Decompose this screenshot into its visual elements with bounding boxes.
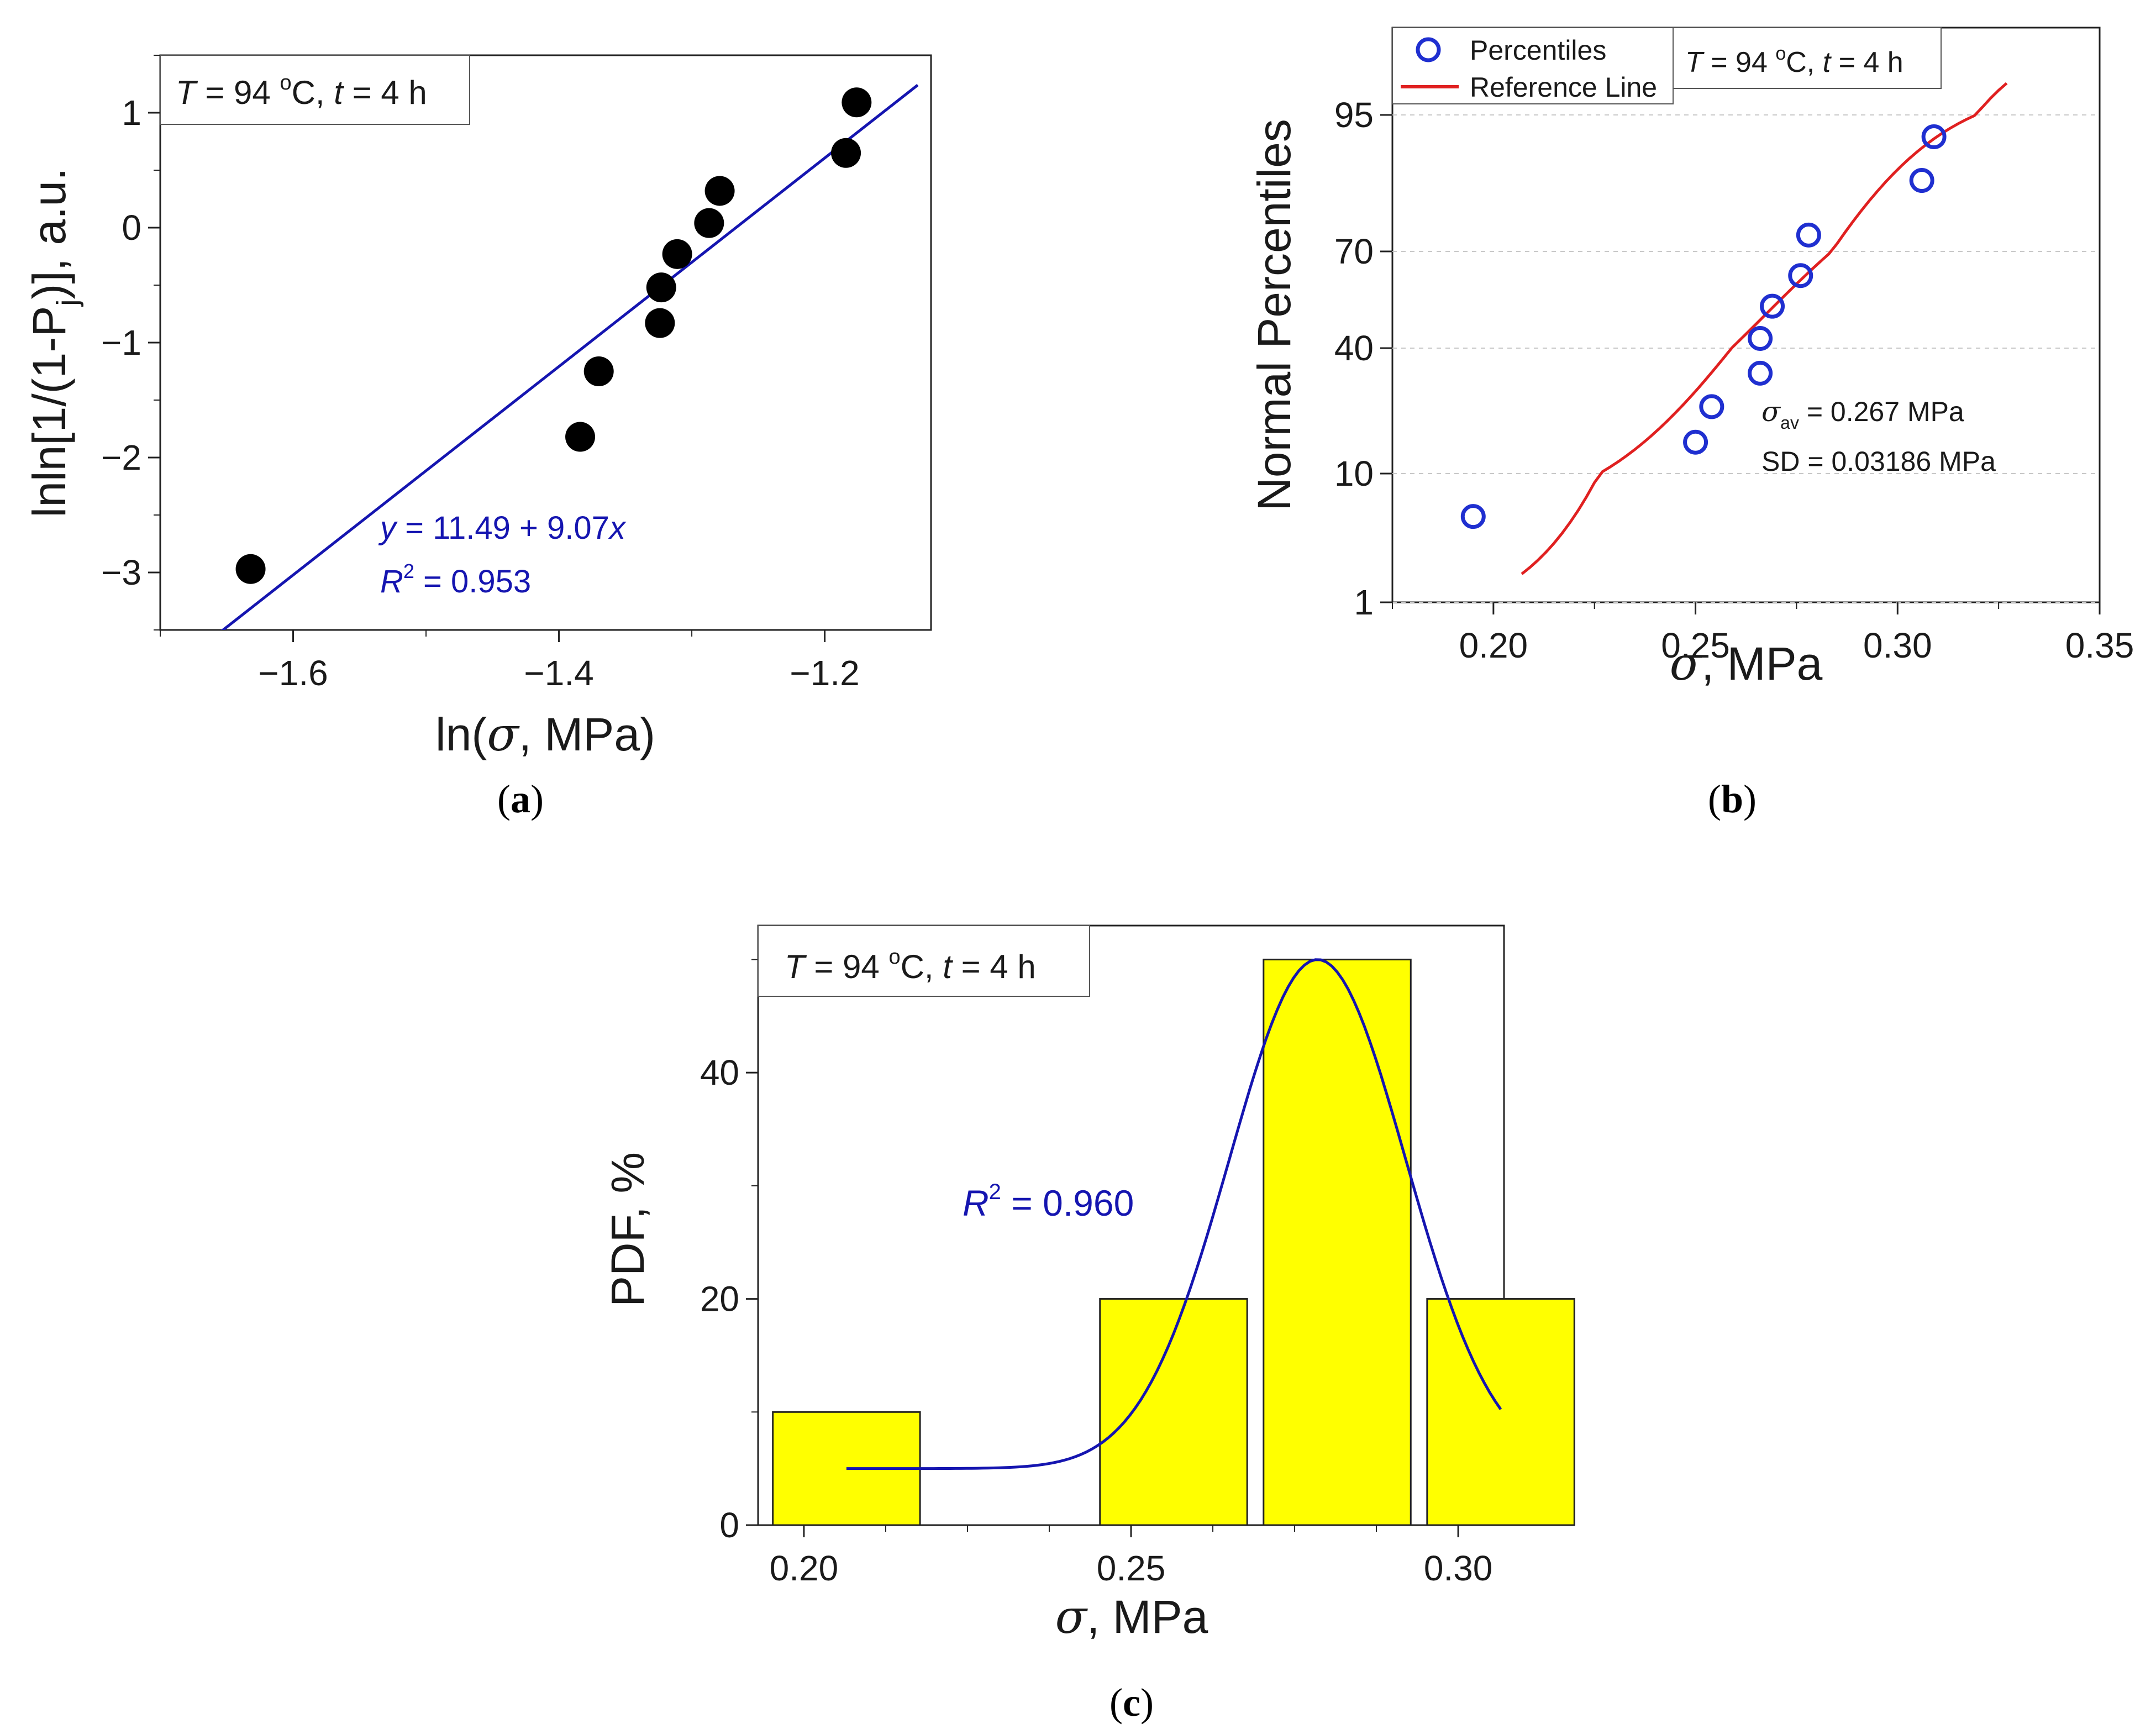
histogram-bar: [1426, 1298, 1575, 1526]
panel-c-annotation: T = 94 oC, t = 4 h: [785, 945, 1036, 985]
panel-c-annotation-box: [758, 925, 1090, 997]
x-tick-label: 0.30: [1424, 1548, 1493, 1588]
fit-line: [220, 83, 919, 630]
panel-a-ticks: −1.6 −1.4 −1.2 −3 −2 −1 0 1: [101, 55, 860, 693]
panel-b-gridlines: [1392, 114, 2100, 603]
percentile-point: [1796, 222, 1821, 248]
y-tick-label: 1: [122, 93, 141, 133]
y-tick-label: −3: [101, 553, 141, 592]
fit-curve: [846, 958, 1502, 1470]
y-tick-label: −1: [101, 323, 141, 362]
y-tick-label: 70: [1334, 232, 1374, 271]
x-tick-label: 0.25: [1661, 626, 1730, 665]
panel-a-y-axis-title: lnln[1/(1-Pj)], a.u.: [23, 168, 84, 518]
x-tick-label: −1.4: [524, 653, 593, 693]
data-point: [565, 422, 596, 452]
panel-c: 0.20 0.25 0.30 0 20 40 T = 94 oC, t = 4 h R2 …: [602, 924, 1575, 1725]
panel-b-mean-stat: σav = 0.267 MPa: [1761, 396, 1964, 433]
y-tick-label: 40: [1334, 328, 1374, 368]
y-tick-label: 40: [700, 1053, 739, 1092]
x-tick-label: 0.25: [1097, 1548, 1166, 1588]
x-tick-label: −1.2: [790, 653, 859, 693]
panel-a-label: (a): [497, 777, 544, 821]
panel-b-y-axis-title: Normal Percentiles: [1248, 119, 1300, 511]
panel-a-equation: y = 11.49 + 9.07x: [378, 510, 627, 546]
panel-b-annotation-box: [1673, 27, 1942, 89]
x-tick-label: −1.6: [258, 653, 328, 693]
percentile-point: [1788, 263, 1813, 288]
y-tick-label: 95: [1334, 95, 1374, 135]
data-point: [646, 272, 676, 303]
panel-c-label: (c): [1109, 1680, 1154, 1725]
y-tick-label: 0: [719, 1505, 739, 1545]
percentile-point: [1760, 293, 1785, 319]
y-tick-label: 20: [700, 1279, 739, 1319]
percentile-point: [1748, 360, 1773, 386]
panel-a: T = 94 oC, t = 4 h −1.6 −1.4 −1.2−3−2−101 …: [23, 54, 932, 821]
x-tick-label: 0.35: [2065, 626, 2134, 665]
histogram-bar: [1263, 958, 1412, 1526]
y-tick-label: 0: [122, 208, 141, 248]
percentile-point: [1699, 394, 1724, 419]
data-point: [704, 176, 735, 206]
percentile-point: [1921, 124, 1947, 150]
panel-c-r-squared: R2 = 0.960: [963, 1180, 1134, 1223]
panel-c-ticks: 0.20 0.25 0.30 0 20 40: [700, 959, 1493, 1588]
data-point: [583, 356, 614, 386]
panel-c-bars: [772, 958, 1575, 1526]
percentile-point: [1683, 429, 1708, 455]
panel-b-sd-stat: SD = 0.03186 MPa: [1761, 446, 1996, 477]
percentile-point: [1460, 504, 1486, 529]
legend-percentiles-marker: [1416, 37, 1441, 62]
data-point: [662, 239, 692, 269]
x-tick-label: 0.20: [770, 1548, 839, 1588]
panel-c-y-axis-title: PDF, %: [602, 1152, 654, 1307]
panel-a-points: [235, 87, 872, 584]
panel-a-fit-group: [220, 83, 919, 630]
panel-b-ticks: 1 10 40 70 95 0.20 0.25 0.30 0.35: [1334, 95, 2134, 665]
data-point: [645, 308, 675, 338]
x-tick-label: 0.20: [1459, 626, 1528, 665]
panel-a-x-axis-title: ln(σ, MPa): [435, 707, 655, 761]
data-point: [235, 554, 266, 584]
panel-c-curve-group: [846, 958, 1502, 1470]
legend-reference-line-label: Reference Line: [1470, 72, 1657, 103]
data-point: [842, 87, 872, 118]
panel-c-x-axis-title: σ, MPa: [1055, 1590, 1208, 1644]
panel-a-annotation: T = 94 oC, t = 4 h: [176, 71, 427, 111]
percentile-point: [1748, 326, 1773, 351]
panel-b: 1 10 40 70 95 0.20 0.25 0.30 0.35 Percentiles Re…: [1248, 27, 2134, 821]
percentile-point: [1909, 168, 1934, 193]
x-tick-label: 0.30: [1863, 626, 1932, 665]
panel-b-x-axis-title: σ, MPa: [1670, 637, 1823, 691]
data-point: [694, 208, 724, 238]
panel-b-plot-frame: [1391, 27, 2101, 603]
y-tick-label: 10: [1334, 454, 1374, 493]
panel-b-points: [1460, 124, 1947, 529]
panel-a-r-squared: R2 = 0.953: [380, 560, 531, 600]
panel-b-label: (b): [1708, 777, 1757, 821]
data-point: [831, 138, 861, 168]
y-tick-label: 1: [1354, 582, 1374, 622]
y-tick-label: −2: [101, 438, 141, 477]
legend-percentiles-label: Percentiles: [1470, 35, 1606, 66]
panel-b-legend-box: [1392, 27, 1674, 104]
panel-b-annotation: T = 94 oC, t = 4 h: [1685, 43, 1903, 78]
panel-a-annotation-box: [160, 55, 470, 125]
